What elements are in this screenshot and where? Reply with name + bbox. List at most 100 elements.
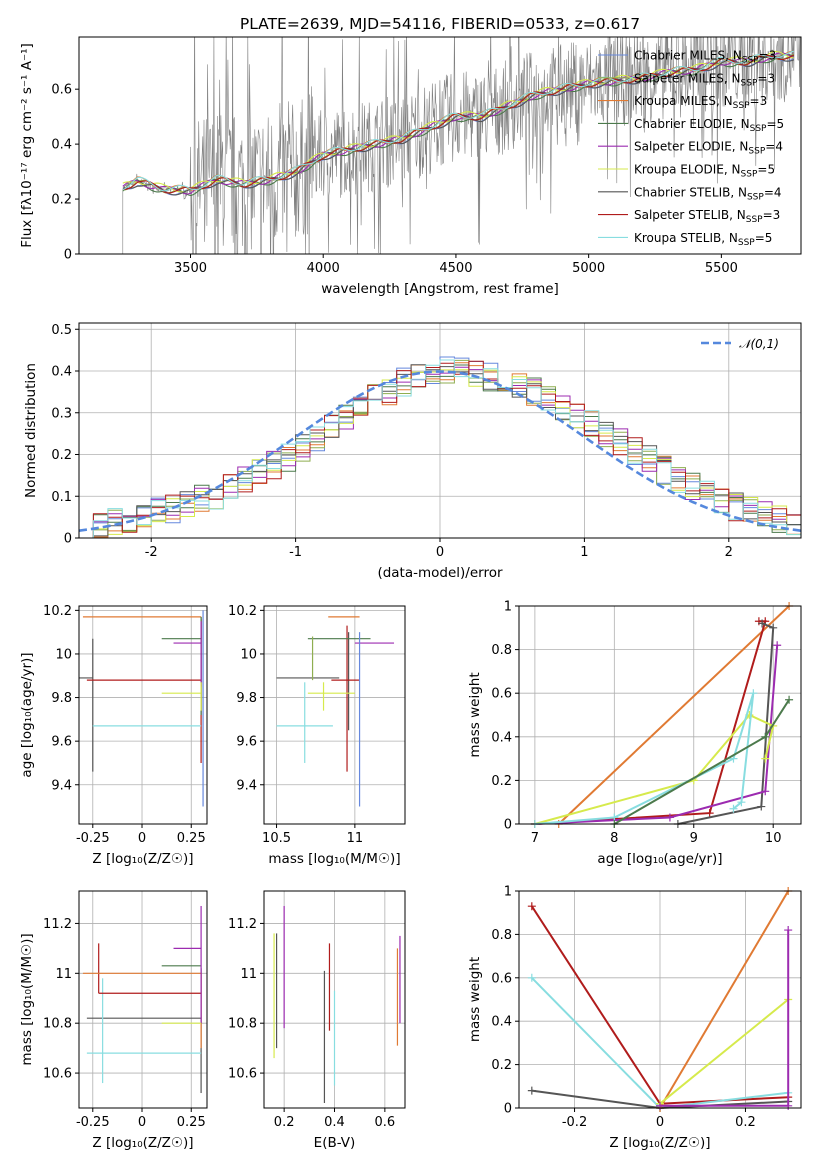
x-axis-label: E(B-V) bbox=[314, 1135, 356, 1151]
y-tick-label: 1 bbox=[504, 600, 512, 615]
mass-vs-metallicity-panel: -0.25 0 0.25 10.6 10.8 11 11.2 Z [log₁₀(Z/Z☉)] m… bbox=[19, 890, 208, 1151]
axes-frame bbox=[78, 890, 208, 1109]
x-tick-label: 0.2 bbox=[735, 1115, 756, 1130]
y-tick-label: 0 bbox=[504, 818, 512, 833]
legend-label: Salpeter ELODIE, NSSP=4 bbox=[634, 140, 783, 157]
axes-frame bbox=[263, 890, 406, 1109]
legend-label: Chabrier MILES, NSSP=3 bbox=[634, 49, 776, 66]
legend-ssp-subscript: SSP bbox=[746, 215, 763, 225]
histogram-plot-area bbox=[79, 356, 801, 538]
legend-nssp-value: =5 bbox=[766, 117, 784, 131]
y-tick-label: 0.2 bbox=[51, 193, 72, 208]
massweight-marker bbox=[758, 619, 767, 628]
legend-nssp-value: =3 bbox=[759, 49, 777, 63]
massweight-marker bbox=[665, 813, 674, 822]
y-tick-label: 0.3 bbox=[51, 406, 72, 421]
x-tick-label: 0 bbox=[656, 1115, 664, 1130]
y-axis-label: age [log₁₀(age/yr)] bbox=[19, 652, 35, 777]
x-tick-label: 4500 bbox=[439, 261, 472, 276]
y-axis-label: Normed distribution bbox=[23, 363, 39, 498]
x-tick-label: 7 bbox=[531, 831, 539, 846]
y-tick-label: 11.2 bbox=[43, 917, 72, 932]
legend-ssp-subscript: SSP bbox=[742, 56, 759, 66]
legend-ssp-subscript: SSP bbox=[733, 101, 750, 111]
x-tick-label: 0.25 bbox=[177, 831, 206, 846]
massweight-marker bbox=[527, 902, 536, 911]
residual-histogram-step bbox=[79, 359, 801, 538]
y-tick-label: 9.4 bbox=[51, 778, 72, 793]
model-fit-line bbox=[122, 54, 794, 196]
massweight-marker bbox=[761, 787, 770, 796]
x-tick-label: 11 bbox=[347, 831, 364, 846]
y-tick-label: 0 bbox=[504, 1102, 512, 1117]
massweight-marker bbox=[737, 798, 746, 807]
massweight-marker bbox=[761, 754, 770, 763]
y-tick-label: 11 bbox=[55, 967, 72, 982]
massweight-line bbox=[534, 620, 767, 825]
massweight-line bbox=[534, 713, 775, 825]
y-tick-label: 9.8 bbox=[51, 691, 72, 706]
normal-distribution-curve bbox=[79, 370, 801, 532]
massweight-line bbox=[660, 930, 790, 1107]
x-axis-label: (data-model)/error bbox=[377, 565, 503, 581]
residual-histogram-step bbox=[79, 362, 801, 538]
y-tick-label: 0.6 bbox=[51, 83, 72, 98]
legend-model-name: Salpeter MILES, N bbox=[634, 71, 741, 85]
massweight-marker bbox=[749, 689, 758, 698]
legend-model-name: Chabrier ELODIE, N bbox=[634, 117, 750, 131]
legend-label: Chabrier ELODIE, NSSP=5 bbox=[634, 117, 784, 134]
y-tick-label: 0.4 bbox=[51, 138, 72, 153]
y-tick-label: 0.4 bbox=[491, 730, 512, 745]
legend-label: Kroupa ELODIE, NSSP=5 bbox=[634, 163, 775, 180]
y-tick-label: 0 bbox=[64, 248, 72, 263]
massweight-line bbox=[558, 605, 790, 825]
massweight-line bbox=[659, 890, 790, 1109]
residual-histogram-step bbox=[79, 359, 801, 538]
legend-ssp-subscript: SSP bbox=[741, 170, 758, 180]
legend-ssp-subscript: SSP bbox=[738, 238, 755, 248]
residual-histogram-panel: -2 -1 0 1 2 0 0.1 0.2 0.3 0.4 0.5 (data-model)/erro… bbox=[23, 322, 802, 581]
legend-label: Kroupa MILES, NSSP=3 bbox=[634, 94, 767, 111]
y-tick-label: 10.8 bbox=[43, 1017, 72, 1032]
x-tick-label: 0 bbox=[138, 1115, 146, 1130]
legend-nssp-value: =5 bbox=[755, 231, 773, 245]
x-axis-label: mass [log₁₀(M/M☉)] bbox=[268, 851, 400, 867]
y-tick-label: 0.6 bbox=[491, 687, 512, 702]
errorbar-plot-area bbox=[276, 616, 395, 807]
spectrum-panel: 3500 4000 4500 5000 5500 0 0.2 0.4 0.6 wavelength… bbox=[19, 36, 802, 297]
massweight-line bbox=[534, 645, 779, 825]
y-tick-label: 0.8 bbox=[491, 643, 512, 658]
x-tick-label: -1 bbox=[289, 545, 302, 560]
x-tick-label: -0.25 bbox=[76, 1115, 110, 1130]
massweight-line bbox=[677, 622, 775, 825]
x-tick-label: 4000 bbox=[307, 261, 340, 276]
observed-spectrum-line bbox=[122, 37, 801, 254]
figure-title: PLATE=2639, MJD=54116, FIBERID=0533, z=0… bbox=[240, 15, 640, 33]
x-tick-label: 0.2 bbox=[274, 1115, 295, 1130]
massweight-marker bbox=[527, 1086, 536, 1095]
x-axis-label: age [log₁₀(age/yr)] bbox=[597, 851, 722, 867]
massweight-marker bbox=[729, 804, 738, 813]
x-tick-label: -0.2 bbox=[562, 1115, 587, 1130]
massweight-line bbox=[659, 998, 789, 1105]
legend-ssp-subscript: SSP bbox=[747, 192, 764, 202]
axes-frame bbox=[78, 605, 208, 825]
legend-model-name: Kroupa STELIB, N bbox=[634, 231, 738, 245]
x-tick-label: 3500 bbox=[174, 261, 207, 276]
residual-histogram-step bbox=[79, 366, 801, 538]
x-tick-label: 5500 bbox=[705, 261, 738, 276]
legend-nssp-value: =3 bbox=[750, 94, 768, 108]
y-tick-label: 0.5 bbox=[51, 323, 72, 338]
x-axis-label: Z [log₁₀(Z/Z☉)] bbox=[609, 1135, 710, 1151]
axes-frame bbox=[78, 36, 802, 255]
legend-ssp-subscript: SSP bbox=[748, 147, 765, 157]
y-tick-label: 10 bbox=[240, 647, 257, 662]
y-axis-label: mass weight bbox=[467, 672, 483, 757]
legend-model-name: Chabrier MILES, N bbox=[634, 49, 742, 63]
x-tick-label: 1 bbox=[580, 545, 588, 560]
y-tick-label: 0.2 bbox=[491, 774, 512, 789]
massweight-vs-metallicity-panel: -0.2 0 0.2 0 0.2 0.4 0.6 0.8 1 Z [log₁₀(Z/Z☉)] mas… bbox=[467, 885, 802, 1151]
legend-nssp-value: =4 bbox=[765, 140, 783, 154]
massweight-marker bbox=[784, 1101, 793, 1110]
x-tick-label: 9 bbox=[690, 831, 698, 846]
